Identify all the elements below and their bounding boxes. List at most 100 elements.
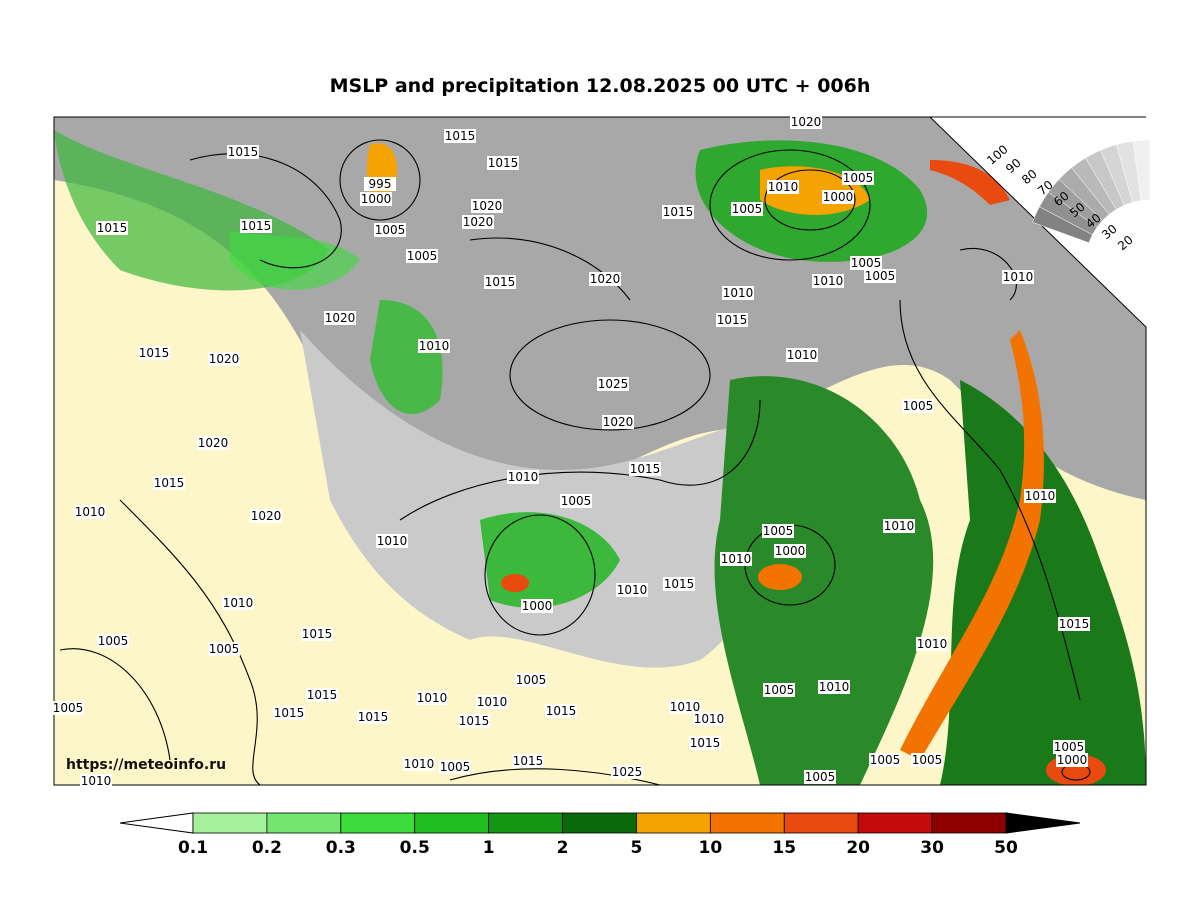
isobar-label: 1025 [598,377,629,391]
colorbar-swatch [709,812,785,834]
isobar-label-bg [462,215,494,229]
isobar-label: 1005 [843,171,874,185]
isobar-label: 1015 [97,221,128,235]
isobar-label-bg [597,377,629,391]
isobar-label-bg [864,269,896,283]
isobar-label: 1005 [440,760,471,774]
isobar-label-bg [374,223,406,237]
isobar-label-bg [902,399,934,413]
isobar-label: 1020 [791,115,822,129]
isobar-label-bg [306,688,338,702]
isobar-label: 1010 [477,695,508,709]
colorbar-swatch [414,812,490,834]
isobar-label-bg [883,519,915,533]
isobar-label: 1015 [663,205,694,219]
isobar-label-bg [97,634,129,648]
isobar-label-bg [812,274,844,288]
isobar-label: 1020 [209,352,240,366]
isobar-label: 1000 [775,544,806,558]
colorbar-swatch [340,812,416,834]
isobar-label: 1015 [546,704,577,718]
isobar-label-bg [208,352,240,366]
isobar-label-bg [208,642,240,656]
isobar-label-bg [911,753,943,767]
isobar-label-bg [250,509,282,523]
isobar-label-bg [138,346,170,360]
isobar-label: 1010 [768,180,799,194]
isobar-label-bg [197,436,229,450]
cloud-scale-label: 80 [1019,167,1040,188]
isobar-label: 1005 [764,683,795,697]
colorbar-swatch [562,812,637,834]
cloud-scale-label: 30 [1099,222,1120,243]
isobar-label: 1010 [419,339,450,353]
isobar-label: 1010 [723,286,754,300]
isobar-label: 1010 [819,680,850,694]
isobar-label-bg [1056,753,1088,767]
isobar-label: 1005 [53,701,84,715]
isobar-label: 1015 [241,219,272,233]
isobar-label-bg [301,627,333,641]
isobar-label: 1005 [732,202,763,216]
isobar-label-bg [850,256,882,270]
isobar-label: 1005 [209,642,240,656]
isobar-label-bg [1002,270,1034,284]
isobar-label-bg [629,462,661,476]
isobar-label-bg [96,221,128,235]
map-field [54,117,1146,785]
isobar-label-bg [669,700,701,714]
isobar-label-bg [512,754,544,768]
colorbar: 0.1 0.2 0.3 0.5 1 2 5 10 15 20 30 50 [119,812,1081,858]
colorbar-swatch [857,812,933,834]
isobar-label: 1010 [617,583,648,597]
isobar-label: 1015 [302,627,333,641]
isobar-label-bg [916,637,948,651]
isobar-label-bg [804,770,836,784]
isobar-label: 1010 [884,519,915,533]
isobar-label-bg [1053,740,1085,754]
cloud-scale-label: 20 [1115,233,1136,254]
colorbar-label: 0.5 [400,838,430,858]
isobar-label: 1005 [903,399,934,413]
colorbar-label: 10 [699,838,723,858]
isobar-label-bg [722,286,754,300]
isobar-label: 1005 [516,673,547,687]
isobar-label: 1015 [485,275,516,289]
colorbar-swatch [931,812,1007,834]
isobar-label-bg [767,180,799,194]
isobar-label: 1005 [763,524,794,538]
colorbar-swatch [192,812,268,834]
isobar-label: 1020 [603,415,634,429]
isobar-label: 1005 [851,256,882,270]
isobar-label: 1010 [404,757,435,771]
isobar-label: 1015 [630,462,661,476]
isobar-label: 1015 [139,346,170,360]
isobar-label-bg [560,494,592,508]
isobar-label: 1020 [251,509,282,523]
isobar-label: 1015 [358,710,389,724]
isobar-label-bg [476,695,508,709]
isobar-label: 1005 [98,634,129,648]
isobar-label: 1010 [917,637,948,651]
isobar-label: 1020 [198,436,229,450]
isobar-label: 1005 [870,753,901,767]
map-frame [53,116,1147,786]
colorbar-extend-low [119,812,194,834]
isobar-label-bg [515,673,547,687]
isobar-label: 1015 [307,688,338,702]
isobar-label-bg [80,774,112,788]
isobar-label-bg [74,505,106,519]
isobar-label-bg [786,348,818,362]
title: MSLP and precipitation 12.08.2025 00 UTC… [330,75,871,97]
isobar-label-bg [720,552,752,566]
colorbar-swatch [636,812,711,834]
colorbar-label: 2 [557,838,569,858]
isobar-label: 1010 [1003,270,1034,284]
colorbar-label: 0.3 [326,838,356,858]
isobar-label: 1010 [417,691,448,705]
isobar-label-bg [403,757,435,771]
isobar-label: 1005 [407,249,438,263]
isobar-label-bg [602,415,634,429]
